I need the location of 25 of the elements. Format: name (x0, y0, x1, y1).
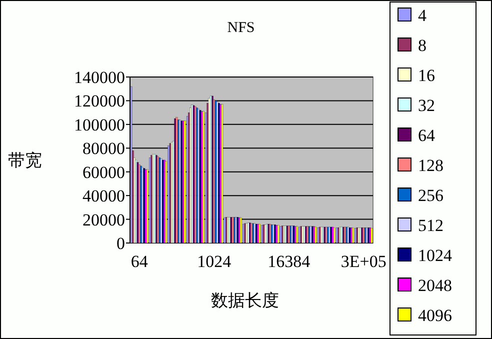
legend-label: 128 (418, 156, 444, 175)
y-axis-title: 带宽 (8, 151, 42, 171)
x-tick-label: 1024 (197, 252, 232, 271)
legend-label: 256 (418, 186, 444, 205)
legend-label: 4096 (418, 306, 452, 325)
y-tick-label: 20000 (82, 210, 125, 230)
y-tick-label: 80000 (82, 139, 125, 158)
x-axis-title: 数据长度 (211, 291, 279, 311)
y-tick-label: 40000 (82, 186, 125, 206)
chart-title: NFS (227, 20, 255, 36)
legend-label: 512 (418, 216, 444, 235)
y-tick-label: 0 (116, 234, 125, 253)
legend-label: 4 (418, 6, 427, 25)
y-tick-label: 140000 (74, 68, 125, 87)
legend-label: 2048 (418, 276, 452, 295)
y-tick-label: 120000 (74, 92, 125, 111)
x-tick-label: 3E+05 (340, 252, 386, 271)
legend-label: 8 (418, 36, 426, 55)
y-tick-label: 100000 (74, 115, 125, 134)
legend-label: 16 (418, 66, 435, 85)
legend-label: 64 (418, 126, 436, 145)
y-tick-label: 60000 (82, 162, 125, 182)
legend-label: 32 (418, 96, 435, 115)
x-tick-label: 64 (130, 252, 148, 271)
x-tick-label: 16384 (268, 252, 311, 271)
